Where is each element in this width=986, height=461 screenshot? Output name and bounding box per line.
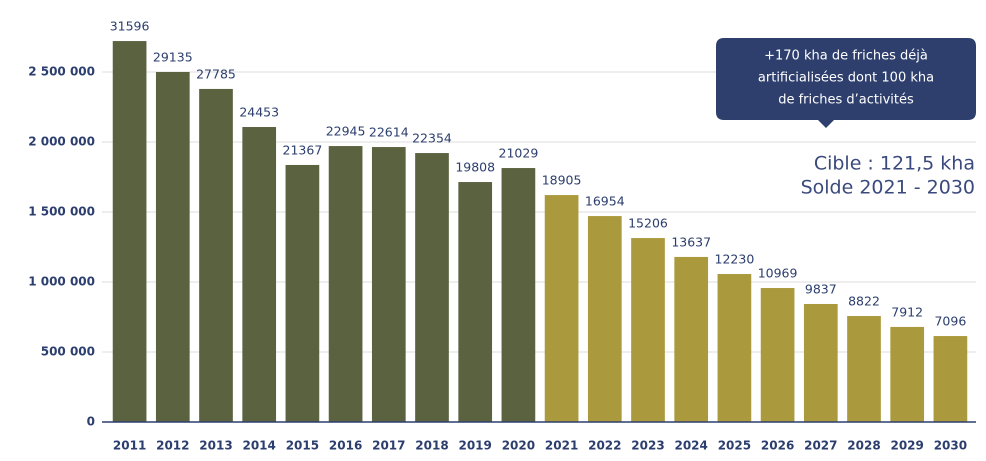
y-tick-label: 1 000 000: [28, 275, 95, 289]
y-tick-label: 500 000: [41, 345, 95, 359]
x-tick-label: 2013: [199, 439, 232, 453]
x-tick-label: 2028: [847, 439, 880, 453]
bar: [760, 288, 795, 422]
bar: [371, 147, 406, 423]
callout-text: de friches d’activités: [778, 93, 914, 108]
x-tick-label: 2026: [761, 439, 794, 453]
x-tick-label: 2023: [631, 439, 664, 453]
bar: [242, 127, 277, 423]
bar-label: 22945: [326, 124, 366, 139]
bar-label: 22614: [369, 125, 409, 140]
bar-label: 21367: [283, 142, 323, 157]
callout-box: [716, 38, 976, 128]
y-tick-label: 1 500 000: [28, 205, 95, 219]
x-tick-label: 2029: [890, 439, 923, 453]
bar-label: 29135: [153, 50, 193, 65]
bar-label: 9837: [805, 281, 837, 296]
bar: [717, 274, 752, 422]
bar: [803, 303, 838, 422]
callout-text: +170 kha de friches déjà: [764, 49, 928, 64]
bar-label: 22354: [412, 131, 452, 146]
x-tick-label: 2027: [804, 439, 837, 453]
bar: [112, 41, 147, 423]
bar-label: 24453: [239, 105, 279, 120]
bar: [587, 216, 622, 422]
bar-label: 18905: [542, 173, 582, 188]
bar: [631, 238, 665, 422]
target-text: Solde 2021 - 2030: [801, 177, 975, 199]
bar: [933, 336, 968, 422]
bar: [199, 88, 233, 422]
bar: [544, 195, 579, 422]
y-tick-label: 0: [87, 415, 95, 429]
bar-label: 15206: [628, 216, 668, 231]
x-tick-label: 2017: [372, 439, 405, 453]
bar: [458, 182, 493, 422]
x-tick-label: 2020: [502, 439, 535, 453]
x-tick-label: 2012: [156, 439, 189, 453]
bar-label: 12230: [715, 252, 755, 267]
bar-label: 27785: [196, 66, 236, 81]
bar: [501, 168, 536, 422]
x-tick-label: 2021: [545, 439, 578, 453]
bar-label: 7096: [934, 314, 966, 329]
bar: [155, 72, 190, 422]
bar-label: 31596: [110, 19, 150, 34]
bar-label: 7912: [891, 304, 923, 319]
x-tick-label: 2018: [415, 439, 448, 453]
x-tick-label: 2015: [286, 439, 319, 453]
bar-label: 10969: [758, 266, 798, 281]
bar: [890, 326, 925, 422]
bar: [285, 164, 320, 422]
callout-text: artificialisées dont 100 kha: [758, 71, 934, 86]
x-tick-label: 2011: [113, 439, 146, 453]
x-tick-label: 2024: [674, 439, 707, 453]
bar-label: 19808: [455, 160, 495, 175]
x-tick-label: 2014: [242, 439, 275, 453]
bar-label: 13637: [671, 234, 711, 249]
bar-label: 21029: [499, 146, 539, 161]
target-text: Cible : 121,5 kha: [814, 153, 975, 175]
bar: [415, 153, 449, 422]
y-tick-label: 2 000 000: [28, 135, 95, 149]
x-tick-label: 2016: [329, 439, 362, 453]
x-tick-label: 2019: [458, 439, 491, 453]
bar: [674, 256, 709, 422]
x-tick-label: 2030: [934, 439, 967, 453]
bar-label: 16954: [585, 194, 625, 209]
bar: [847, 316, 881, 422]
bar-label: 8822: [848, 294, 880, 309]
bar: [328, 146, 363, 422]
y-tick-label: 2 500 000: [28, 65, 95, 79]
x-tick-label: 2025: [718, 439, 751, 453]
x-tick-label: 2022: [588, 439, 621, 453]
